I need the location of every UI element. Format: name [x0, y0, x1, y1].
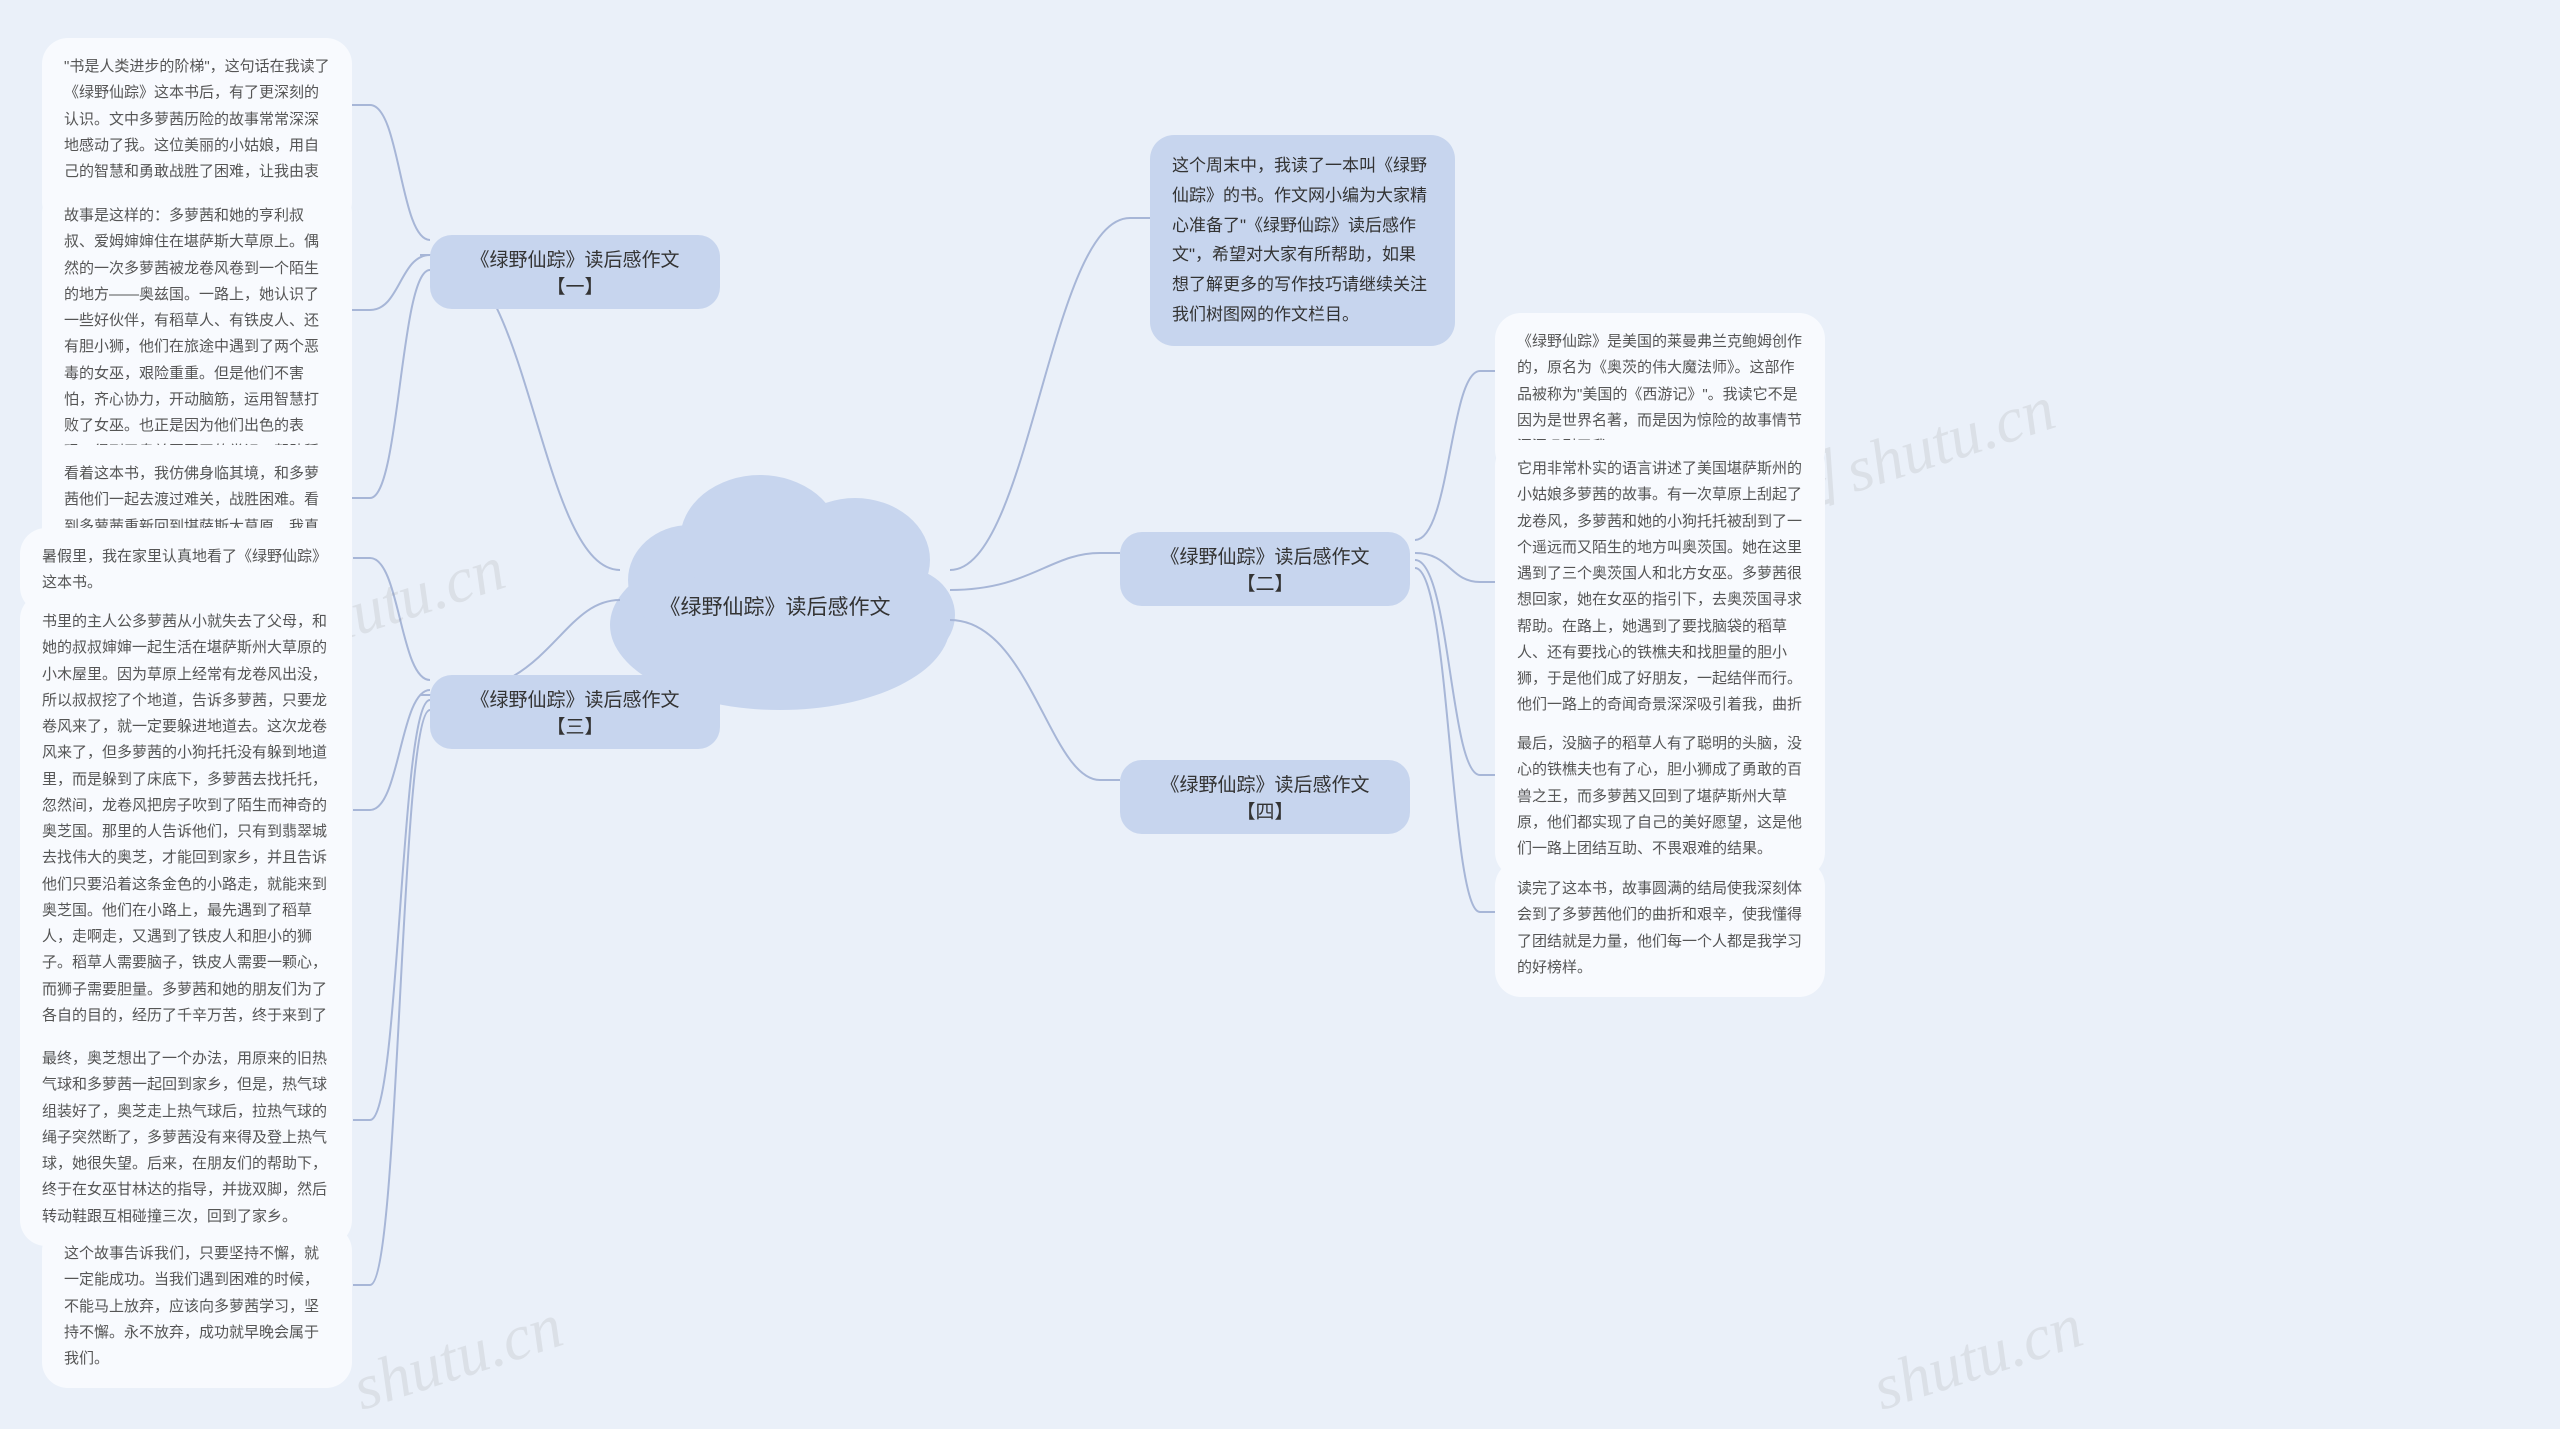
- center-node[interactable]: 《绿野仙踪》读后感作文: [605, 470, 945, 700]
- branch-2[interactable]: 《绿野仙踪》读后感作文【二】: [1120, 532, 1410, 606]
- leaf-b3-4[interactable]: 这个故事告诉我们，只要坚持不懈，就一定能成功。当我们遇到困难的时候，不能马上放弃…: [42, 1225, 352, 1388]
- branch-4[interactable]: 《绿野仙踪》读后感作文【四】: [1120, 760, 1410, 834]
- intro-node[interactable]: 这个周末中，我读了一本叫《绿野仙踪》的书。作文网小编为大家精心准备了"《绿野仙踪…: [1150, 135, 1455, 346]
- leaf-b2-4[interactable]: 读完了这本书，故事圆满的结局使我深刻体会到了多萝茜他们的曲折和艰辛，使我懂得了团…: [1495, 860, 1825, 997]
- leaf-b3-3[interactable]: 最终，奥芝想出了一个办法，用原来的旧热气球和多萝茜一起回到家乡，但是，热气球组装…: [20, 1030, 352, 1246]
- leaf-b2-3[interactable]: 最后，没脑子的稻草人有了聪明的头脑，没心的铁樵夫也有了心，胆小狮成了勇敢的百兽之…: [1495, 715, 1825, 878]
- center-title: 《绿野仙踪》读后感作文: [660, 591, 891, 621]
- branch-1[interactable]: 《绿野仙踪》读后感作文【一】: [430, 235, 720, 309]
- branch-3[interactable]: 《绿野仙踪》读后感作文【三】: [430, 675, 720, 749]
